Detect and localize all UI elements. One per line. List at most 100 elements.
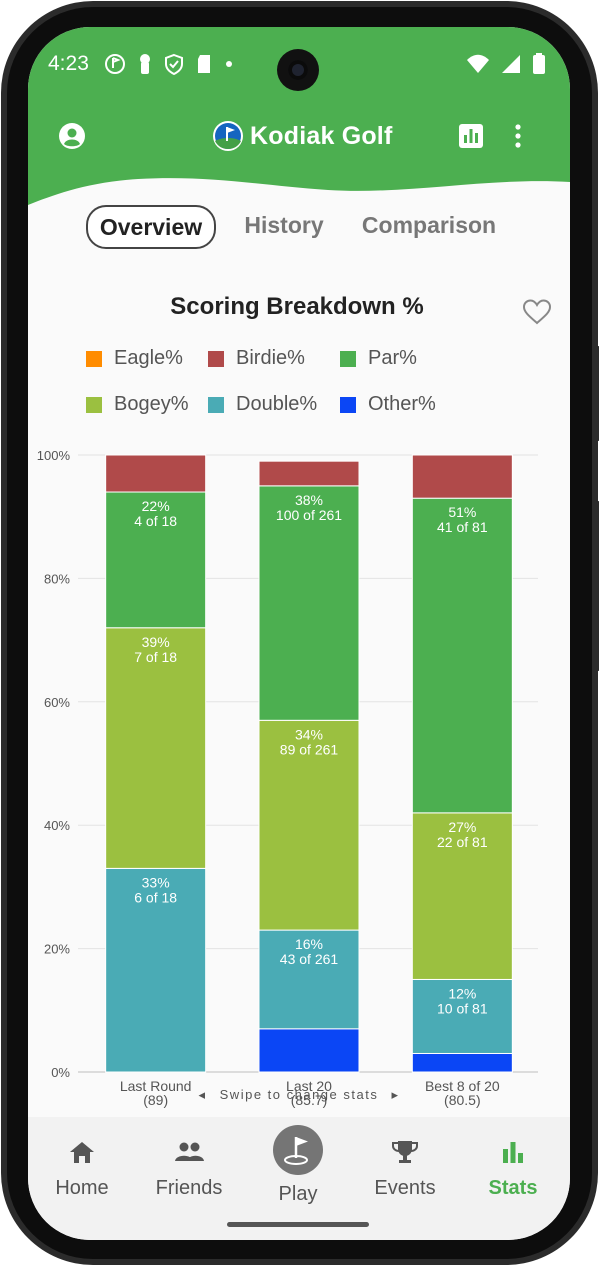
app-title-group: Kodiak Golf <box>212 120 392 152</box>
bar-data-label: 89 of 261 <box>280 741 339 757</box>
bar-segment <box>258 460 360 487</box>
legend-item-eagle[interactable]: Eagle% <box>86 347 183 370</box>
legend-swatch <box>208 350 224 367</box>
status-bar: 4:23 <box>28 49 570 79</box>
bar-segment <box>258 485 360 721</box>
bar-segment <box>105 867 207 1073</box>
home-indicator <box>227 1222 369 1227</box>
bar-segment <box>258 929 360 1030</box>
account-icon[interactable] <box>58 122 86 150</box>
x-tick-label: Best 8 of 20 <box>425 1078 500 1094</box>
bar-segment <box>258 1028 360 1073</box>
keyhole-icon <box>140 54 150 74</box>
stats-tabs: Overview History Comparison <box>86 205 536 249</box>
play-button <box>273 1125 323 1175</box>
status-time: 4:23 <box>48 52 89 75</box>
legend-label: Par% <box>368 347 417 369</box>
legend-swatch <box>340 396 356 413</box>
legend-item-double[interactable]: Double% <box>208 393 317 416</box>
bar-data-label: 43 of 261 <box>280 951 339 967</box>
x-tick-label: Last 20 <box>286 1078 332 1094</box>
bar-data-label: 33% <box>142 874 170 890</box>
more-vert-icon[interactable] <box>512 123 524 149</box>
friends-icon <box>175 1142 204 1161</box>
tab-overview[interactable]: Overview <box>86 205 216 249</box>
legend-item-other[interactable]: Other% <box>340 393 436 416</box>
y-tick-label: 40% <box>44 818 70 833</box>
bar-segment <box>105 627 207 869</box>
signal-icon <box>502 55 520 73</box>
x-tick-sublabel: (85.7) <box>291 1092 328 1108</box>
legend-swatch <box>86 350 102 367</box>
legend-swatch <box>208 396 224 413</box>
golf-notification-icon <box>105 54 125 74</box>
battery-icon <box>533 53 545 74</box>
x-tick-sublabel: (80.5) <box>444 1092 481 1108</box>
bar-data-label: 39% <box>142 634 170 650</box>
legend-item-bogey[interactable]: Bogey% <box>86 393 189 416</box>
tab-comparison[interactable]: Comparison <box>361 212 497 238</box>
bar-data-label: 16% <box>295 936 323 952</box>
legend-label: Birdie% <box>236 347 305 369</box>
bar-data-label: 38% <box>295 492 323 508</box>
x-tick-label: Last Round <box>120 1078 192 1094</box>
bar-segment <box>411 1052 513 1073</box>
chart-title: Scoring Breakdown % <box>170 293 424 320</box>
bar-data-label: 7 of 18 <box>134 649 177 665</box>
bar-segment <box>411 812 513 980</box>
status-system-icons <box>466 53 546 75</box>
chevron-left-icon: ◂ <box>198 1087 207 1102</box>
bar-data-label: 27% <box>448 819 476 835</box>
app-title: Kodiak Golf <box>250 121 393 150</box>
shield-icon <box>165 53 183 75</box>
bar-segment <box>105 491 207 629</box>
bar-data-label: 12% <box>448 985 476 1001</box>
sd-card-icon <box>198 55 210 73</box>
bar-segment <box>411 978 513 1054</box>
y-tick-label: 0% <box>51 1065 70 1080</box>
y-tick-label: 60% <box>44 695 70 710</box>
y-tick-label: 100% <box>37 448 71 463</box>
bar-segment <box>258 719 360 931</box>
nav-label: Home <box>55 1177 109 1199</box>
y-tick-label: 20% <box>44 942 70 957</box>
nav-play[interactable]: Play <box>250 1125 346 1206</box>
nav-home[interactable]: Home <box>32 1139 132 1200</box>
nav-stats[interactable]: Stats <box>463 1139 563 1200</box>
nav-label: Stats <box>488 1177 538 1199</box>
bar-data-label: 51% <box>448 504 476 520</box>
legend-item-birdie[interactable]: Birdie% <box>208 347 305 370</box>
tab-history[interactable]: History <box>244 212 324 238</box>
legend-item-par[interactable]: Par% <box>340 347 417 370</box>
bar-data-label: 10 of 81 <box>437 1000 488 1016</box>
screen: 4:23 <box>28 27 570 1240</box>
status-notification-icons <box>104 53 234 75</box>
nav-events[interactable]: Events <box>355 1139 455 1200</box>
nav-label: Friends <box>155 1177 223 1199</box>
golf-flag-icon <box>284 1137 308 1165</box>
legend-label: Bogey% <box>114 393 189 415</box>
y-tick-label: 80% <box>44 571 70 586</box>
wifi-icon <box>467 54 489 73</box>
trophy-icon <box>392 1141 418 1163</box>
bar-data-label: 34% <box>295 726 323 742</box>
bar-data-label: 4 of 18 <box>134 513 177 529</box>
legend-label: Other% <box>368 393 436 415</box>
nav-label: Events <box>374 1177 436 1199</box>
favorite-heart-icon[interactable] <box>523 299 551 325</box>
legend-swatch <box>340 350 356 367</box>
bar-segment <box>411 454 513 499</box>
scoring-breakdown-chart: 0% 20% 40% 60% 80% 100% 33%6 of 18 39%7 of 18 22… <box>37 448 538 1108</box>
bar-data-label: 41 of 81 <box>437 519 488 535</box>
bottom-navigation: Home Friends Play Events Stats <box>28 1117 570 1240</box>
front-camera <box>277 49 319 91</box>
home-icon <box>70 1142 94 1163</box>
swipe-hint[interactable]: ◂ Swipe to change stats ▸ <box>28 1087 570 1103</box>
app-bar: 4:23 <box>28 27 570 227</box>
bar-data-label: 100 of 261 <box>276 507 342 523</box>
bar-segment <box>411 497 513 814</box>
dot-icon <box>226 61 232 67</box>
power-button <box>596 346 599 441</box>
stats-view-icon[interactable] <box>458 123 484 149</box>
nav-friends[interactable]: Friends <box>139 1139 239 1200</box>
